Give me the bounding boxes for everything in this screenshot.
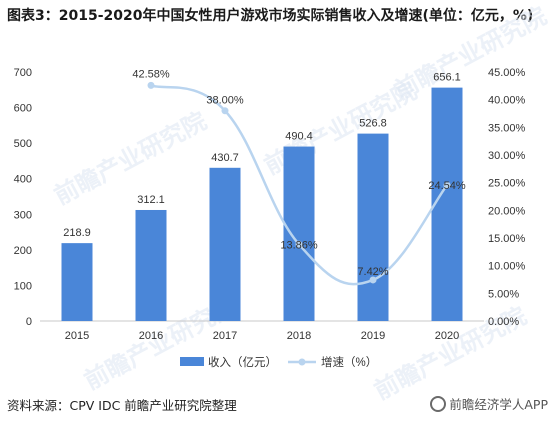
x-tick-label: 2016 <box>139 330 163 342</box>
y-right-tick-label: 15.00% <box>488 233 526 245</box>
bar <box>61 243 93 321</box>
bar <box>357 133 389 321</box>
y-right-tick-label: 45.00% <box>488 67 526 79</box>
y-right-tick-label: 30.00% <box>488 150 526 162</box>
y-right-tick-label: 10.00% <box>488 261 526 273</box>
y-left-tick-label: 400 <box>14 174 32 186</box>
growth-point <box>221 107 229 115</box>
y-left-tick-label: 500 <box>14 138 32 150</box>
x-tick-label: 2019 <box>361 330 385 342</box>
legend-bar-swatch <box>180 357 204 366</box>
growth-value-label: 24.54% <box>428 180 466 192</box>
y-left-tick-label: 600 <box>14 103 32 115</box>
watermark-text: 前瞻产业研究院 <box>390 2 551 106</box>
bar <box>135 209 167 321</box>
y-left-tick-label: 0 <box>26 316 32 328</box>
y-right-tick-label: 20.00% <box>488 205 526 217</box>
growth-point <box>369 276 377 284</box>
x-tick-label: 2020 <box>435 330 459 342</box>
bar <box>283 146 315 321</box>
y-left-tick-label: 200 <box>14 245 32 257</box>
x-tick-label: 2018 <box>287 330 311 342</box>
bar-value-label: 430.7 <box>211 152 239 164</box>
bar <box>209 167 241 321</box>
legend-line-marker <box>298 358 306 366</box>
bar <box>431 87 463 321</box>
legend-line-label: 增速（%） <box>321 355 377 369</box>
legend-bar-label: 收入（亿元） <box>208 355 277 369</box>
data-labels: 218.9 312.1 430.7 490.4 526.8 656.1 42.58% 38.0… <box>63 68 466 278</box>
footer-brand: 前瞻经济学人APP <box>430 394 548 413</box>
growth-point <box>147 81 155 89</box>
bar-value-label: 490.4 <box>285 131 313 143</box>
growth-point <box>295 240 303 248</box>
y-right-tick-label: 5.00% <box>488 288 519 300</box>
growth-value-label: 7.42% <box>357 266 388 278</box>
y-right-tick-label: 25.00% <box>488 178 526 190</box>
brand-logo-icon <box>430 395 447 412</box>
y-left-tick-label: 300 <box>14 209 32 221</box>
bar-value-label: 312.1 <box>137 194 165 206</box>
y-right-tick-label: 0.00% <box>488 316 519 328</box>
growth-value-label: 38.00% <box>206 95 244 107</box>
y-left-tick-label: 100 <box>14 280 32 292</box>
bar-value-label: 218.9 <box>63 227 91 239</box>
source-note: 资料来源：CPV IDC 前瞻产业研究院整理 <box>7 398 237 413</box>
y-right-tick-label: 35.00% <box>488 122 526 134</box>
y-right-tick-label: 40.00% <box>488 95 526 107</box>
bar-value-label: 526.8 <box>359 118 387 130</box>
bar-value-label: 656.1 <box>433 72 461 84</box>
growth-value-label: 42.58% <box>132 68 170 80</box>
x-tick-label: 2017 <box>213 330 237 342</box>
growth-point <box>443 181 451 189</box>
watermark-text: 前瞻产业研究院 <box>50 107 211 211</box>
x-tick-label: 2015 <box>65 330 89 342</box>
y-left-tick-label: 700 <box>14 67 32 79</box>
bar-series <box>61 87 463 321</box>
line-series <box>147 81 451 286</box>
axes: 0 100 200 300 400 500 600 700 0.00% 5.00% 10.00% 15… <box>14 67 526 342</box>
footer-brand-text: 前瞻经济学人APP <box>449 397 548 412</box>
chart-title: 图表3：2015-2020年中国女性用户游戏市场实际销售收入及增速(单位：亿元，… <box>7 8 534 24</box>
legend: 收入（亿元） 增速（%） <box>180 355 377 369</box>
growth-value-label: 13.86% <box>280 239 318 251</box>
